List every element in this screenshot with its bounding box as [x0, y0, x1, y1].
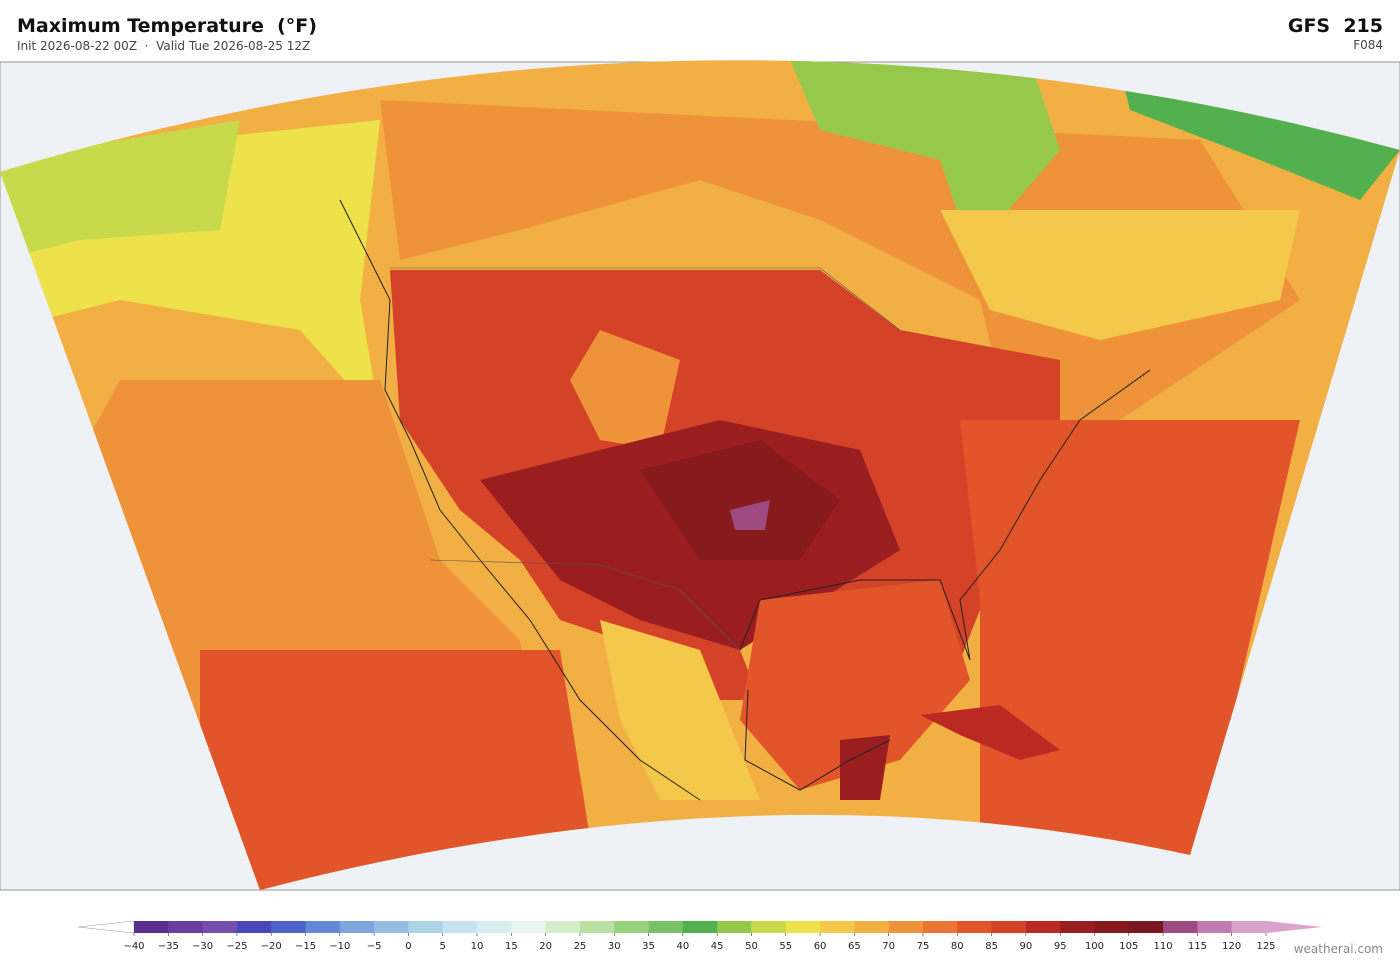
colorbar-segment: [751, 921, 787, 933]
colorbar-label: 10: [471, 941, 484, 952]
colorbar-label: 65: [848, 941, 861, 952]
colorbar-label: 40: [676, 941, 689, 952]
colorbar-label: −15: [295, 941, 316, 952]
colorbar-label: 30: [608, 941, 621, 952]
colorbar-label: −35: [158, 941, 179, 952]
colorbar-label: 35: [642, 941, 655, 952]
forecast-hour: F084: [1353, 38, 1383, 52]
colorbar-segment: [785, 921, 821, 933]
colorbar-label: 95: [1054, 941, 1067, 952]
colorbar-segment: [717, 921, 752, 933]
colorbar-segment: [374, 921, 409, 933]
colorbar-label: 25: [574, 941, 587, 952]
colorbar-segment: [1197, 921, 1233, 933]
coastlines: [339, 199, 1151, 801]
colorbar-segment: [1060, 921, 1095, 933]
colorbar-segment: [888, 921, 924, 933]
colorbar-label: 70: [882, 941, 895, 952]
colorbar-segment: [305, 921, 341, 933]
colorbar-segment: [202, 921, 238, 933]
colorbar-label: 90: [1020, 941, 1033, 952]
credit: weatherai.com: [1293, 942, 1383, 956]
colorbar-label: −10: [329, 941, 350, 952]
colorbar-segment: [922, 921, 958, 933]
colorbar: −40 −35 −30 −25 −20 −15 −10 −5 0 5 10 15 20 25 30 35 40 4…: [77, 920, 1322, 952]
colorbar-segment: [271, 921, 307, 933]
colorbar-segment: [854, 921, 890, 933]
map-title: Maximum Temperature (°F): [17, 15, 317, 37]
colorbar-label: 5: [440, 941, 446, 952]
colorbar-label: 0: [405, 941, 411, 952]
colorbar-segment: [991, 921, 1027, 933]
colorbar-segment: [236, 921, 272, 933]
colorbar-label: 100: [1085, 941, 1104, 952]
colorbar-segment: [168, 921, 204, 933]
colorbar-segment: [545, 921, 581, 933]
colorbar-label: 60: [814, 941, 827, 952]
colorbar-segment: [614, 921, 650, 933]
colorbar-label: 105: [1119, 941, 1138, 952]
colorbar-segment: [477, 921, 512, 933]
colorbar-segment: [820, 921, 855, 933]
model-name: GFS 215: [1287, 15, 1383, 37]
colorbar-label: 20: [539, 941, 552, 952]
map-subtitle: Init 2026-08-22 00Z · Valid Tue 2026-08-…: [17, 39, 311, 53]
colorbar-label: −5: [367, 941, 382, 952]
colorbar-segment: [134, 921, 169, 933]
colorbar-label: 50: [745, 941, 758, 952]
colorbar-label: −40: [123, 941, 144, 952]
colorbar-segment: [1025, 921, 1061, 933]
colorbar-label: 115: [1188, 941, 1207, 952]
colorbar-segment: [1128, 921, 1164, 933]
colorbar-label: −30: [192, 941, 213, 952]
colorbar-label: 75: [917, 941, 930, 952]
colorbar-segment: [408, 921, 444, 933]
temperature-field: [0, 60, 1400, 891]
colorbar-segment: [339, 921, 375, 933]
colorbar-label: 45: [711, 941, 724, 952]
colorbar-label: 15: [505, 941, 518, 952]
colorbar-segment: [511, 921, 547, 933]
colorbar-extend-high: [1266, 921, 1322, 933]
colorbar-label: 85: [985, 941, 998, 952]
colorbar-label: 80: [951, 941, 964, 952]
colorbar-segment: [1163, 921, 1198, 933]
colorbar-label: −25: [226, 941, 247, 952]
colorbar-segment: [957, 921, 993, 933]
colorbar-segment: [442, 921, 478, 933]
colorbar-label: 55: [779, 941, 792, 952]
colorbar-extend-low: [77, 920, 135, 934]
borders: [390, 267, 901, 651]
colorbar-segment: [579, 921, 615, 933]
colorbar-label: 125: [1256, 941, 1275, 952]
colorbar-segment: [1231, 921, 1267, 933]
colorbar-label: 110: [1154, 941, 1173, 952]
colorbar-label: 120: [1222, 941, 1241, 952]
colorbar-segment: [648, 921, 684, 933]
colorbar-segment: [682, 921, 718, 933]
colorbar-segment: [1094, 921, 1130, 933]
colorbar-label: −20: [261, 941, 282, 952]
